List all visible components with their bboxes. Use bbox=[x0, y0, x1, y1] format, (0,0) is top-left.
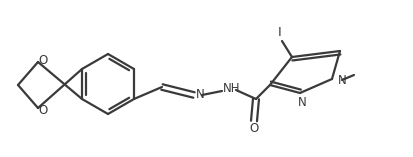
Text: NH: NH bbox=[223, 82, 240, 95]
Text: O: O bbox=[38, 103, 47, 116]
Text: N: N bbox=[297, 95, 306, 108]
Text: O: O bbox=[38, 54, 47, 67]
Text: O: O bbox=[249, 122, 258, 135]
Text: N: N bbox=[337, 75, 346, 87]
Text: I: I bbox=[278, 27, 281, 40]
Text: N: N bbox=[195, 89, 204, 101]
